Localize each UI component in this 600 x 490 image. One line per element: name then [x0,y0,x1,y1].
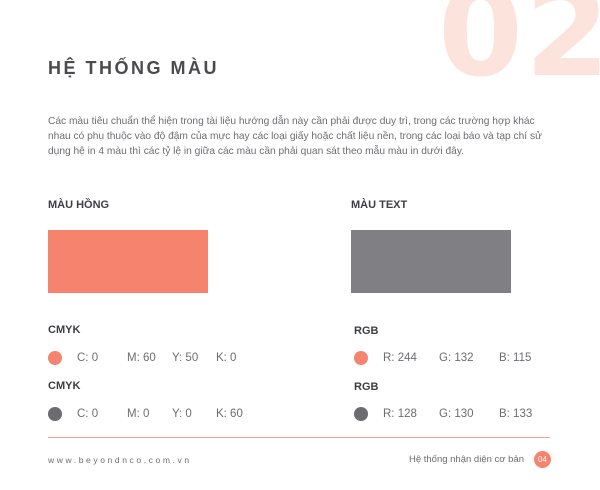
swatch-label-pink: MÀU HỒNG [48,199,110,211]
footer-divider [48,437,550,438]
page-title: HỆ THỐNG MÀU [48,58,219,78]
cmyk-m-value: M: 60 [127,352,156,364]
intro-paragraph: Các màu tiêu chuẩn thể hiện trong tài li… [48,116,542,157]
section-number: 02 [438,0,600,104]
rgb-r-value: R: 128 [383,408,417,420]
page-number-badge: 04 [534,451,551,468]
cmyk-c-value: C: 0 [77,408,99,420]
rgb-g-value: G: 130 [439,408,474,420]
rgb-b-value: B: 115 [499,352,532,364]
cmyk-k-value: K: 60 [216,408,243,420]
rgb-label: RGB [354,325,379,337]
swatch-text [351,230,511,293]
cmyk-k-value: K: 0 [216,352,237,364]
rgb-b-value: B: 133 [499,408,533,420]
cmyk-y-value: Y: 0 [172,408,192,420]
pink-dot-icon [354,351,368,365]
swatch-pink [48,230,208,293]
rgb-r-value: R: 244 [383,352,417,364]
rgb-g-value: G: 132 [439,352,474,364]
website-link[interactable]: www.beyondnco.com.vn [48,455,192,465]
rgb-label: RGB [354,381,379,393]
cmyk-label: CMYK [48,324,81,336]
cmyk-y-value: Y: 50 [172,352,199,364]
cmyk-c-value: C: 0 [77,352,99,364]
cmyk-m-value: M: 0 [127,408,150,420]
gray-dot-icon [354,407,368,421]
footer-section-title: Hệ thống nhận diện cơ bản [408,454,524,465]
swatch-label-text: MÀU TEXT [351,199,408,211]
pink-dot-icon [48,351,62,365]
cmyk-label: CMYK [48,380,81,392]
gray-dot-icon [48,407,62,421]
